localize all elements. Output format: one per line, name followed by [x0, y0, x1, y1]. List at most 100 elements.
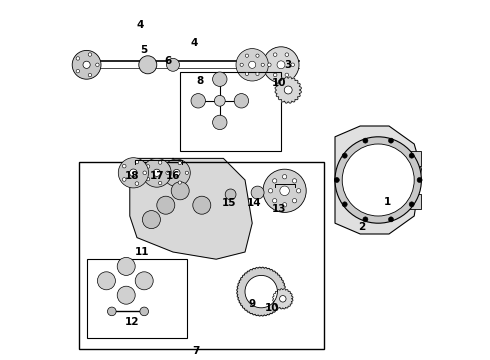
Circle shape	[147, 177, 150, 181]
Circle shape	[178, 181, 181, 184]
Circle shape	[245, 54, 248, 57]
Text: 9: 9	[248, 299, 256, 309]
Circle shape	[83, 61, 90, 68]
Text: 15: 15	[221, 198, 236, 208]
Circle shape	[268, 63, 271, 67]
Circle shape	[256, 54, 259, 57]
Circle shape	[389, 138, 393, 143]
Circle shape	[248, 61, 256, 68]
Circle shape	[135, 160, 139, 164]
Circle shape	[96, 63, 99, 67]
Text: 10: 10	[265, 303, 279, 313]
Circle shape	[389, 217, 393, 222]
Circle shape	[282, 203, 287, 207]
Circle shape	[334, 177, 339, 183]
Circle shape	[135, 272, 153, 290]
Circle shape	[166, 171, 170, 175]
Circle shape	[335, 137, 421, 223]
Text: 8: 8	[196, 76, 204, 86]
Text: 10: 10	[272, 78, 287, 88]
Circle shape	[213, 115, 227, 130]
Circle shape	[130, 169, 137, 177]
Circle shape	[269, 189, 273, 193]
Text: 4: 4	[191, 38, 198, 48]
Circle shape	[143, 158, 171, 187]
Circle shape	[117, 286, 135, 304]
Circle shape	[291, 63, 294, 67]
Circle shape	[173, 170, 180, 176]
Circle shape	[363, 217, 368, 222]
Circle shape	[280, 186, 290, 195]
Text: 18: 18	[124, 171, 139, 181]
Circle shape	[158, 181, 162, 185]
Circle shape	[245, 72, 248, 76]
Circle shape	[185, 171, 189, 175]
Text: 16: 16	[166, 171, 180, 181]
Circle shape	[167, 58, 179, 71]
Bar	[79, 162, 324, 349]
Circle shape	[256, 72, 259, 76]
Circle shape	[122, 164, 126, 168]
Circle shape	[282, 175, 287, 179]
Text: 1: 1	[384, 197, 391, 207]
Polygon shape	[237, 267, 286, 316]
Circle shape	[417, 177, 422, 183]
Circle shape	[236, 49, 269, 81]
Text: 13: 13	[272, 204, 287, 214]
Text: 7: 7	[193, 346, 200, 356]
Circle shape	[342, 144, 414, 216]
Circle shape	[272, 199, 277, 203]
Circle shape	[171, 182, 189, 200]
Circle shape	[213, 72, 227, 86]
Circle shape	[193, 196, 211, 214]
Circle shape	[76, 69, 79, 73]
Text: 4: 4	[137, 20, 144, 30]
Circle shape	[285, 53, 289, 57]
Circle shape	[263, 47, 299, 83]
Circle shape	[157, 196, 175, 214]
Circle shape	[342, 202, 347, 207]
Polygon shape	[403, 151, 421, 166]
Circle shape	[215, 95, 225, 106]
Circle shape	[409, 202, 414, 207]
Circle shape	[277, 61, 285, 69]
Circle shape	[280, 296, 286, 302]
Circle shape	[140, 307, 148, 316]
Circle shape	[245, 275, 277, 308]
Polygon shape	[403, 194, 421, 209]
Circle shape	[251, 186, 264, 199]
Circle shape	[273, 53, 277, 57]
Circle shape	[147, 165, 150, 168]
Circle shape	[122, 177, 126, 181]
Bar	[87, 259, 187, 338]
Polygon shape	[130, 158, 252, 259]
Circle shape	[261, 63, 264, 67]
Text: 12: 12	[124, 317, 139, 327]
Circle shape	[76, 57, 79, 60]
Text: 17: 17	[149, 171, 164, 181]
Text: 14: 14	[246, 198, 261, 208]
Circle shape	[284, 86, 292, 94]
Circle shape	[293, 179, 296, 183]
Circle shape	[234, 94, 248, 108]
Circle shape	[293, 199, 296, 203]
Circle shape	[285, 73, 289, 77]
Circle shape	[296, 189, 301, 193]
Circle shape	[178, 161, 181, 165]
Circle shape	[167, 165, 170, 168]
Circle shape	[409, 153, 414, 158]
Circle shape	[342, 153, 347, 158]
Circle shape	[363, 138, 368, 143]
Circle shape	[191, 94, 205, 108]
Circle shape	[117, 257, 135, 275]
Text: 6: 6	[164, 56, 171, 66]
Polygon shape	[272, 289, 293, 309]
Circle shape	[240, 63, 244, 67]
Circle shape	[272, 179, 277, 183]
Circle shape	[88, 73, 92, 77]
Circle shape	[135, 182, 139, 185]
Circle shape	[163, 159, 190, 186]
Circle shape	[98, 272, 116, 290]
Circle shape	[143, 171, 147, 175]
Circle shape	[263, 169, 306, 212]
